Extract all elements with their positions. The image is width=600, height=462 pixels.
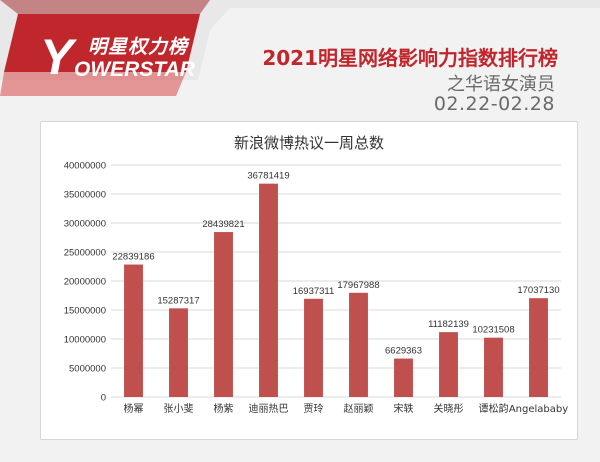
y-tick-label: 30000000 bbox=[64, 219, 106, 230]
date-range: 02.22-02.28 bbox=[433, 93, 555, 115]
bar bbox=[304, 298, 323, 397]
data-label: 36781419 bbox=[247, 171, 289, 182]
page-title: 2021明星网络影响力指数排行榜 bbox=[262, 46, 558, 70]
data-label: 10231508 bbox=[472, 325, 514, 336]
bar bbox=[349, 292, 368, 397]
bar bbox=[124, 264, 143, 397]
x-tick-label: 张小斐 bbox=[164, 403, 194, 415]
bar bbox=[439, 332, 458, 397]
logo-text-en: OWERSTAR bbox=[74, 58, 195, 81]
logo-banner bbox=[0, 0, 600, 96]
data-label: 28439821 bbox=[202, 219, 244, 230]
header: Y 明星权力榜 OWERSTAR 2021明星网络影响力指数排行榜 之华语女演员… bbox=[0, 0, 600, 122]
data-label: 17967988 bbox=[337, 280, 379, 291]
chart-title: 新浪微博热议一周总数 bbox=[234, 134, 384, 152]
data-label: 6629363 bbox=[385, 346, 422, 357]
x-tick-label: 迪丽热巴 bbox=[249, 402, 289, 415]
bar bbox=[529, 298, 548, 397]
bar bbox=[484, 337, 503, 397]
x-tick-label: 关晓彤 bbox=[434, 402, 464, 415]
bar bbox=[394, 358, 413, 397]
y-tick-label: 20000000 bbox=[64, 277, 106, 288]
data-label: 16937311 bbox=[293, 286, 335, 297]
bar bbox=[169, 308, 188, 397]
x-tick-label: 宋轶 bbox=[394, 402, 414, 415]
logo-text-cn: 明星权力榜 bbox=[88, 36, 189, 58]
y-tick-label: 10000000 bbox=[64, 335, 106, 346]
y-tick-label: 35000000 bbox=[64, 190, 106, 201]
y-tick-label: 15000000 bbox=[64, 306, 106, 317]
data-label: 22839186 bbox=[112, 252, 154, 263]
x-tick-label: 谭松韵 bbox=[479, 402, 509, 415]
data-label: 15287317 bbox=[157, 295, 199, 306]
y-tick-label: 25000000 bbox=[64, 248, 106, 259]
chart-panel: 新浪微博热议一周总数 0 5000000 10000000 15000000 20000… bbox=[40, 121, 578, 440]
bar bbox=[259, 183, 278, 397]
data-label: 11182139 bbox=[428, 319, 469, 330]
x-tick-label: 赵丽颖 bbox=[344, 402, 374, 415]
y-tick-label: 5000000 bbox=[69, 364, 106, 375]
x-tick-label: 贾玲 bbox=[304, 403, 324, 415]
bar-chart: 新浪微博热议一周总数 0 5000000 10000000 15000000 20000… bbox=[64, 134, 569, 415]
x-tick-label: 杨幂 bbox=[124, 402, 144, 415]
data-label: 17037130 bbox=[517, 285, 559, 296]
x-tick-label: 杨紫 bbox=[214, 402, 234, 415]
page-subtitle: 之华语女演员 bbox=[447, 74, 555, 95]
x-tick-label: Angelababy bbox=[509, 404, 568, 415]
y-tick-label: 0 bbox=[101, 393, 106, 404]
y-tick-label: 40000000 bbox=[64, 161, 106, 172]
logo-letter: Y bbox=[40, 29, 74, 85]
bar bbox=[214, 232, 233, 397]
